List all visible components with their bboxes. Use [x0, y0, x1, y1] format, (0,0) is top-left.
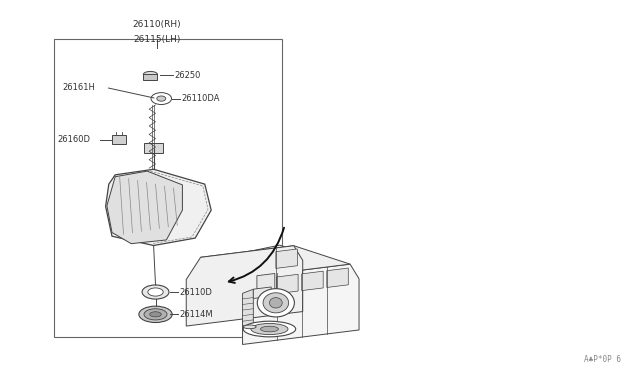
Ellipse shape [143, 71, 157, 77]
Text: A♣P*0P 6: A♣P*0P 6 [584, 355, 621, 364]
Polygon shape [276, 274, 298, 294]
Polygon shape [199, 245, 331, 272]
Text: 26160D: 26160D [58, 135, 91, 144]
Ellipse shape [148, 288, 163, 296]
Text: 26250: 26250 [175, 71, 201, 80]
Text: 26114M: 26114M [179, 310, 213, 319]
Text: 26115(LH): 26115(LH) [133, 35, 180, 44]
Bar [144, 143, 163, 153]
Polygon shape [253, 287, 271, 298]
Ellipse shape [260, 326, 278, 332]
Polygon shape [200, 246, 350, 276]
Text: 26110(RH): 26110(RH) [132, 20, 181, 29]
Polygon shape [243, 264, 359, 344]
Text: 26110DA: 26110DA [182, 94, 220, 103]
Ellipse shape [263, 293, 289, 313]
Polygon shape [107, 171, 182, 244]
Ellipse shape [144, 309, 167, 320]
Text: 26161H: 26161H [62, 83, 95, 92]
Ellipse shape [139, 306, 172, 323]
Ellipse shape [150, 312, 161, 317]
Polygon shape [327, 268, 348, 288]
Bar [112, 135, 126, 144]
Polygon shape [243, 289, 253, 326]
Ellipse shape [257, 289, 294, 317]
Ellipse shape [142, 285, 169, 299]
Bar [143, 74, 157, 80]
Polygon shape [106, 169, 211, 246]
Ellipse shape [243, 325, 256, 329]
Circle shape [157, 96, 166, 101]
Polygon shape [301, 271, 323, 291]
Ellipse shape [243, 321, 296, 337]
Bar [54, 39, 282, 337]
Polygon shape [276, 249, 298, 269]
Text: 26110D: 26110D [179, 288, 212, 296]
Ellipse shape [251, 324, 288, 335]
Ellipse shape [269, 298, 282, 308]
Polygon shape [186, 246, 303, 326]
Polygon shape [257, 273, 275, 294]
